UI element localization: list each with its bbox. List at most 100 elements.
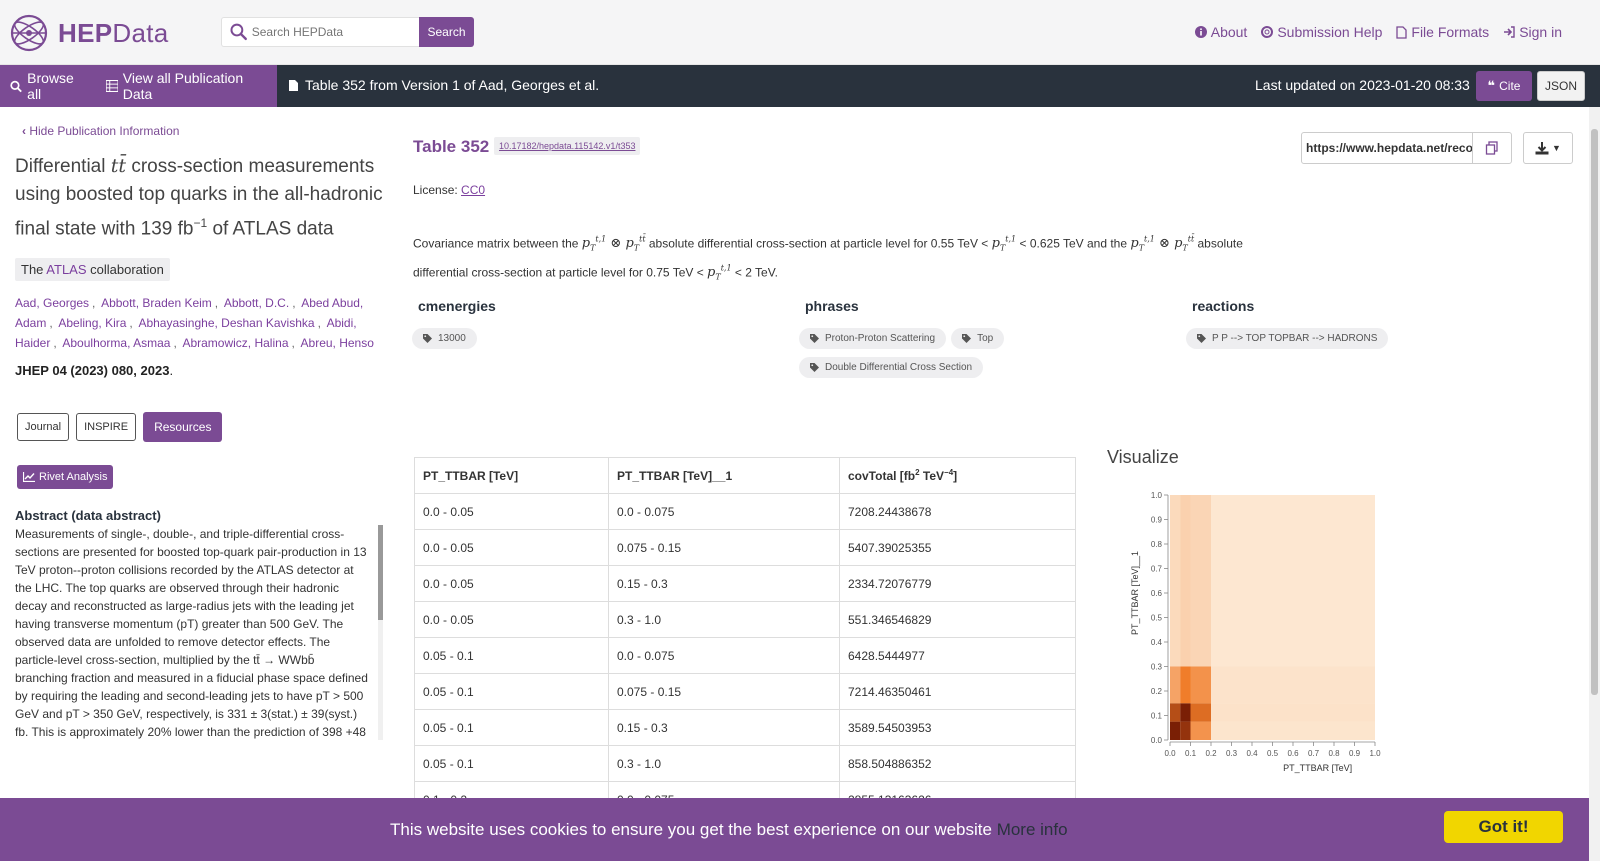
page-scrollbar[interactable]: [1589, 107, 1600, 861]
inspire-button[interactable]: INSPIRE: [76, 413, 137, 441]
author-link[interactable]: Abed Abud, Adam: [15, 296, 364, 330]
author-link[interactable]: Abidi, Haider: [15, 316, 357, 350]
publication-title: Differential tt̄ cross-section measureme…: [15, 155, 383, 240]
column-header[interactable]: PT_TTBAR [TeV]__1: [608, 457, 840, 494]
author-link[interactable]: Abreu, Henso: [300, 336, 374, 350]
keyword-chip[interactable]: 13000: [412, 328, 477, 349]
math-pt-t1: pTt,1: [991, 235, 1017, 253]
keyword-heading: phrases: [805, 298, 859, 314]
json-button[interactable]: JSON: [1537, 71, 1585, 101]
keyword-heading: cmenergies: [418, 298, 496, 314]
info-icon: [1194, 26, 1207, 38]
heatmap-x-tick-label: 0.6: [1287, 749, 1299, 758]
data-table: PT_TTBAR [TeV] PT_TTBAR [TeV]__1 covTota…: [414, 457, 1076, 818]
column-header[interactable]: covTotal [fb2 TeV−4]: [839, 457, 1076, 494]
heatmap-x-tick-label: 0.9: [1349, 749, 1361, 758]
keyword-chip[interactable]: P P --> TOP TOPBAR --> HADRONS: [1186, 328, 1389, 349]
table-row: 0.0 - 0.05 0.3 - 1.0 551.346546829: [414, 601, 1076, 638]
heatmap-x-tick-label: 0.7: [1308, 749, 1320, 758]
table-cell: 0.3 - 1.0: [608, 601, 840, 638]
license-link[interactable]: CC0: [461, 183, 486, 197]
heatmap-y-tick-label: 0.4: [1151, 638, 1163, 647]
tag-icon: [962, 334, 972, 343]
sign-in-link[interactable]: Sign in: [1503, 24, 1562, 40]
table-row: 0.05 - 0.1 0.075 - 0.15 7214.46350461: [414, 673, 1076, 710]
hepdata-logo[interactable]: HEPData: [8, 12, 169, 54]
browse-all-link[interactable]: Browse all: [0, 70, 98, 102]
table-cell: 0.05 - 0.1: [414, 709, 609, 746]
hide-publication-info-link[interactable]: ‹ Hide Publication Information: [22, 124, 180, 138]
table-cell: 0.0 - 0.05: [414, 601, 609, 638]
logo-atom-icon: [10, 14, 48, 52]
author-link[interactable]: Abhayasinghe, Deshan Kavishka: [138, 316, 315, 330]
heatmap-cell: [1190, 721, 1211, 740]
keyword-chip[interactable]: Proton-Proton Scattering: [799, 328, 947, 349]
collaboration-link[interactable]: ATLAS: [46, 262, 87, 277]
heatmap-x-tick-label: 0.1: [1185, 749, 1197, 758]
download-button[interactable]: ▼: [1523, 132, 1573, 164]
keyword-list: Proton-Proton Scattering Top Double Diff…: [799, 328, 1019, 378]
author-link[interactable]: Aad, Georges: [15, 296, 90, 310]
collaboration-badge: The ATLAS collaboration: [15, 258, 170, 281]
list-icon: [105, 80, 118, 92]
table-cell: 0.0 - 0.075: [608, 637, 840, 674]
about-link[interactable]: About: [1194, 24, 1247, 40]
last-updated: Last updated on 2023-01-20 08:33: [1255, 77, 1470, 93]
cookie-message: This website uses cookies to ensure you …: [390, 820, 1068, 839]
publication-buttons: Journal INSPIRE Resources: [17, 412, 223, 442]
logo-text: HEPData: [58, 17, 169, 48]
keyword-list: P P --> TOP TOPBAR --> HADRONS: [1186, 328, 1406, 349]
abstract-scrollbar[interactable]: [378, 525, 383, 740]
cookie-more-info-link[interactable]: More info: [996, 820, 1068, 839]
author-link[interactable]: Aboulhorma, Asmaa: [62, 336, 171, 350]
cite-button[interactable]: ❝ Cite: [1476, 71, 1532, 101]
search-icon: [10, 80, 22, 92]
math-pt-t1: pTt,1: [707, 263, 732, 282]
table-cell: 0.0 - 0.05: [414, 565, 609, 602]
view-all-publication-data-link[interactable]: View all Publication Data: [98, 70, 277, 102]
tag-icon: [810, 363, 819, 372]
heatmap-y-tick-label: 0.9: [1151, 516, 1163, 525]
page-scrollbar-thumb[interactable]: [1591, 129, 1598, 695]
license: License: CC0: [413, 183, 486, 197]
table-row: 0.05 - 0.1 0.0 - 0.075 6428.5444977: [414, 637, 1076, 674]
rivet-analysis-button[interactable]: Rivet Analysis: [17, 465, 114, 489]
chart-line-icon: [23, 472, 35, 482]
author-link[interactable]: Abramowicz, Halina: [182, 336, 289, 350]
author-link[interactable]: Abeling, Kira: [58, 316, 127, 330]
journal-button[interactable]: Journal: [17, 413, 70, 441]
heatmap-y-tick-label: 0.6: [1151, 589, 1163, 598]
heatmap-cell: [1211, 703, 1375, 722]
heatmap-cell: [1170, 666, 1181, 704]
search-button[interactable]: Search: [419, 17, 474, 47]
author-link[interactable]: Abbott, Braden Keim: [101, 296, 212, 310]
keyword-chip[interactable]: Double Differential Cross Section: [799, 357, 984, 378]
table-cell: 0.0 - 0.05: [414, 529, 609, 566]
column-header[interactable]: PT_TTBAR [TeV]: [414, 457, 609, 494]
file-formats-link[interactable]: File Formats: [1396, 24, 1489, 40]
table-cell: 0.0 - 0.075: [608, 493, 840, 530]
heatmap-y-tick-label: 0.2: [1151, 687, 1163, 696]
cookie-accept-button[interactable]: Got it!: [1444, 811, 1563, 843]
doi-link[interactable]: 10.17182/hepdata.115142.v1/t353: [494, 137, 641, 155]
abstract-scrollbar-thumb[interactable]: [378, 525, 383, 620]
table-cell: 3589.54503953: [839, 709, 1076, 746]
table-cell: 551.346546829: [839, 601, 1076, 638]
search-input[interactable]: [251, 25, 419, 39]
table-row: 0.0 - 0.05 0.15 - 0.3 2334.72076779: [414, 565, 1076, 602]
table-row: 0.05 - 0.1 0.3 - 1.0 858.504886352: [414, 745, 1076, 782]
heatmap-x-tick-label: 0.0: [1164, 749, 1176, 758]
resources-button[interactable]: Resources: [143, 412, 223, 442]
heatmap-x-axis-label: PT_TTBAR [TeV]: [1283, 763, 1352, 773]
author-link[interactable]: Abbott, D.C.: [223, 296, 290, 310]
visualize-title: Visualize: [1107, 447, 1179, 467]
search-icon: [230, 23, 247, 41]
submission-help-link[interactable]: Submission Help: [1261, 24, 1382, 40]
keywords-reactions: reactions P P --> TOP TOPBAR --> HADRONS: [1186, 298, 1406, 349]
tag-icon: [423, 334, 432, 343]
nav-bar: Browse all View all Publication Data Tab…: [0, 65, 1600, 107]
table-header-row: PT_TTBAR [TeV] PT_TTBAR [TeV]__1 covTota…: [414, 457, 1076, 494]
table-url-field[interactable]: https://www.hepdata.net/record/ins207757…: [1301, 132, 1473, 164]
copy-url-button[interactable]: [1472, 132, 1512, 164]
keyword-chip[interactable]: Top: [951, 328, 1005, 349]
